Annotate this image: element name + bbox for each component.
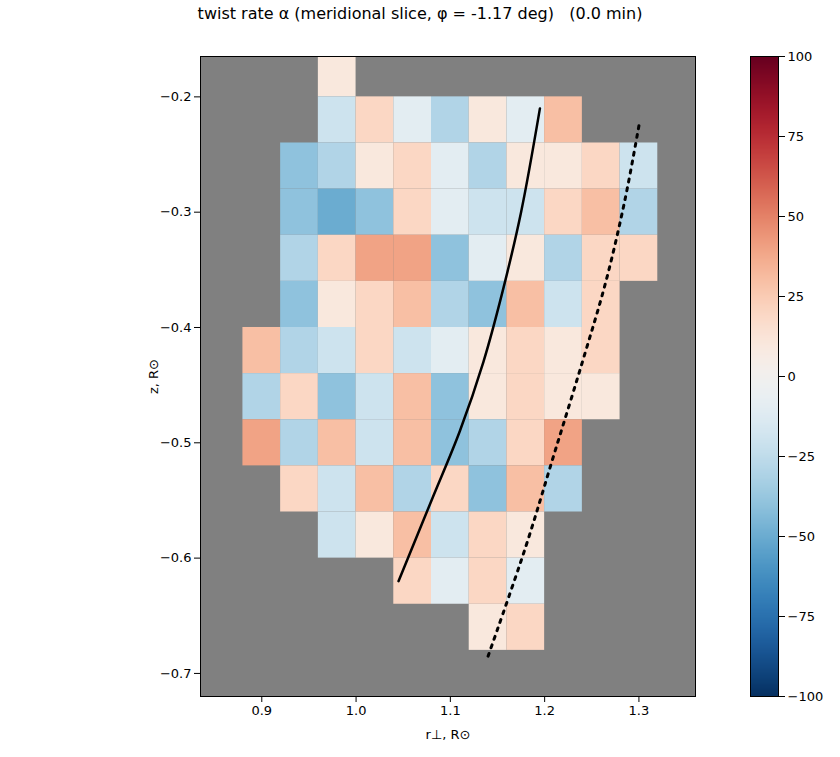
svg-text:25: 25	[788, 289, 805, 304]
svg-text:z, R⊙: z, R⊙	[146, 359, 161, 394]
svg-text:1.3: 1.3	[629, 703, 650, 718]
svg-text:1.1: 1.1	[440, 703, 461, 718]
svg-text:−0.5: −0.5	[160, 435, 192, 450]
svg-text:50: 50	[788, 209, 805, 224]
svg-text:100: 100	[788, 49, 813, 64]
svg-text:−100: −100	[788, 689, 824, 704]
svg-text:−75: −75	[788, 609, 815, 624]
svg-text:1.2: 1.2	[534, 703, 555, 718]
svg-text:1.0: 1.0	[346, 703, 367, 718]
svg-text:−0.3: −0.3	[160, 204, 192, 219]
html-text:twist rate α (meridional slice: twist rate α (meridional slice, φ = -1.1…	[197, 4, 643, 23]
svg-text:0: 0	[788, 369, 796, 384]
svg-text:−0.6: −0.6	[160, 550, 192, 565]
svg-text:−0.4: −0.4	[160, 320, 192, 335]
svg-text:r⊥, R⊙: r⊥, R⊙	[426, 727, 471, 742]
svg-text:0.9: 0.9	[251, 703, 272, 718]
svg-text:−50: −50	[788, 529, 815, 544]
svg-text:−0.2: −0.2	[160, 89, 192, 104]
svg-text:−0.7: −0.7	[160, 666, 192, 681]
svg-text:75: 75	[788, 129, 805, 144]
svg-text:−25: −25	[788, 449, 815, 464]
